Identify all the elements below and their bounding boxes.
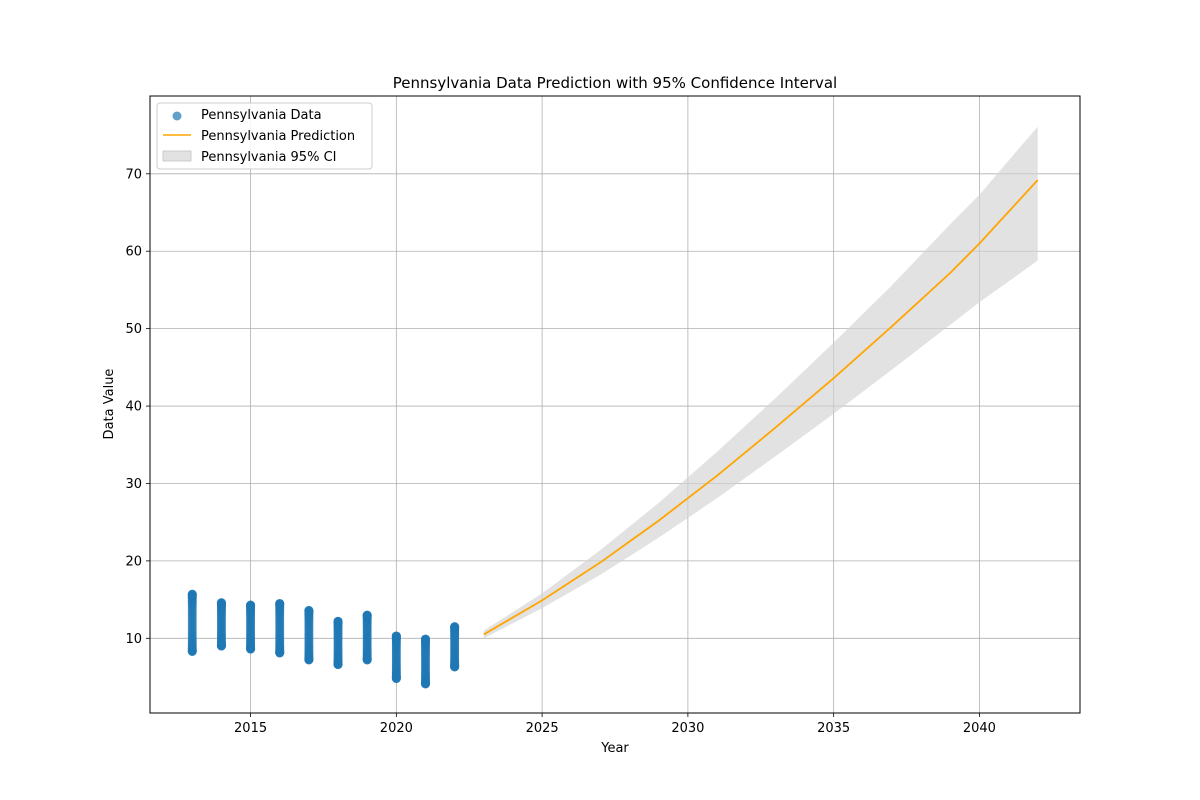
x-tick-label: 2015 bbox=[234, 721, 267, 736]
y-tick-label: 50 bbox=[125, 322, 142, 337]
y-axis-ticks: 10 20 30 40 50 60 70 bbox=[125, 167, 150, 647]
data-point bbox=[421, 634, 430, 644]
data-point bbox=[187, 589, 197, 599]
data-point bbox=[246, 600, 256, 610]
y-tick-label: 30 bbox=[125, 477, 142, 492]
legend: Pennsylvania Data Pennsylvania Predictio… bbox=[156, 102, 373, 170]
x-tick-label: 2025 bbox=[526, 721, 559, 736]
x-axis-label: Year bbox=[600, 741, 629, 756]
y-tick-label: 40 bbox=[125, 400, 142, 415]
data-point bbox=[391, 631, 401, 641]
data-point bbox=[275, 598, 285, 608]
legend-label-ci: Pennsylvania 95% CI bbox=[201, 150, 336, 165]
y-tick-label: 70 bbox=[125, 167, 142, 182]
prediction-curve bbox=[483, 179, 1039, 636]
legend-ci-patch-icon bbox=[162, 150, 192, 162]
data-point bbox=[216, 598, 226, 608]
x-tick-label: 2040 bbox=[963, 721, 996, 736]
y-tick-label: 60 bbox=[125, 245, 142, 260]
x-tick-label: 2030 bbox=[671, 721, 704, 736]
plot-frame bbox=[149, 95, 1081, 714]
data-point bbox=[304, 605, 314, 615]
legend-label-prediction: Pennsylvania Prediction bbox=[201, 129, 355, 144]
chart-title: Pennsylvania Data Prediction with 95% Co… bbox=[393, 74, 837, 92]
y-tick-label: 20 bbox=[125, 554, 142, 569]
legend-box bbox=[156, 102, 373, 170]
data-points bbox=[187, 589, 460, 689]
x-axis-ticks: 2015 2020 2025 2030 2035 2040 bbox=[234, 713, 996, 736]
legend-data-marker-icon bbox=[172, 111, 182, 121]
y-axis-label: Data Value bbox=[102, 369, 117, 440]
legend-label-data: Pennsylvania Data bbox=[201, 108, 322, 123]
prediction-line bbox=[483, 179, 1039, 636]
data-point bbox=[362, 610, 372, 620]
y-tick-label: 10 bbox=[125, 632, 142, 647]
x-tick-label: 2020 bbox=[380, 721, 413, 736]
data-point bbox=[450, 622, 460, 632]
x-tick-label: 2035 bbox=[817, 721, 850, 736]
data-point bbox=[333, 616, 343, 626]
